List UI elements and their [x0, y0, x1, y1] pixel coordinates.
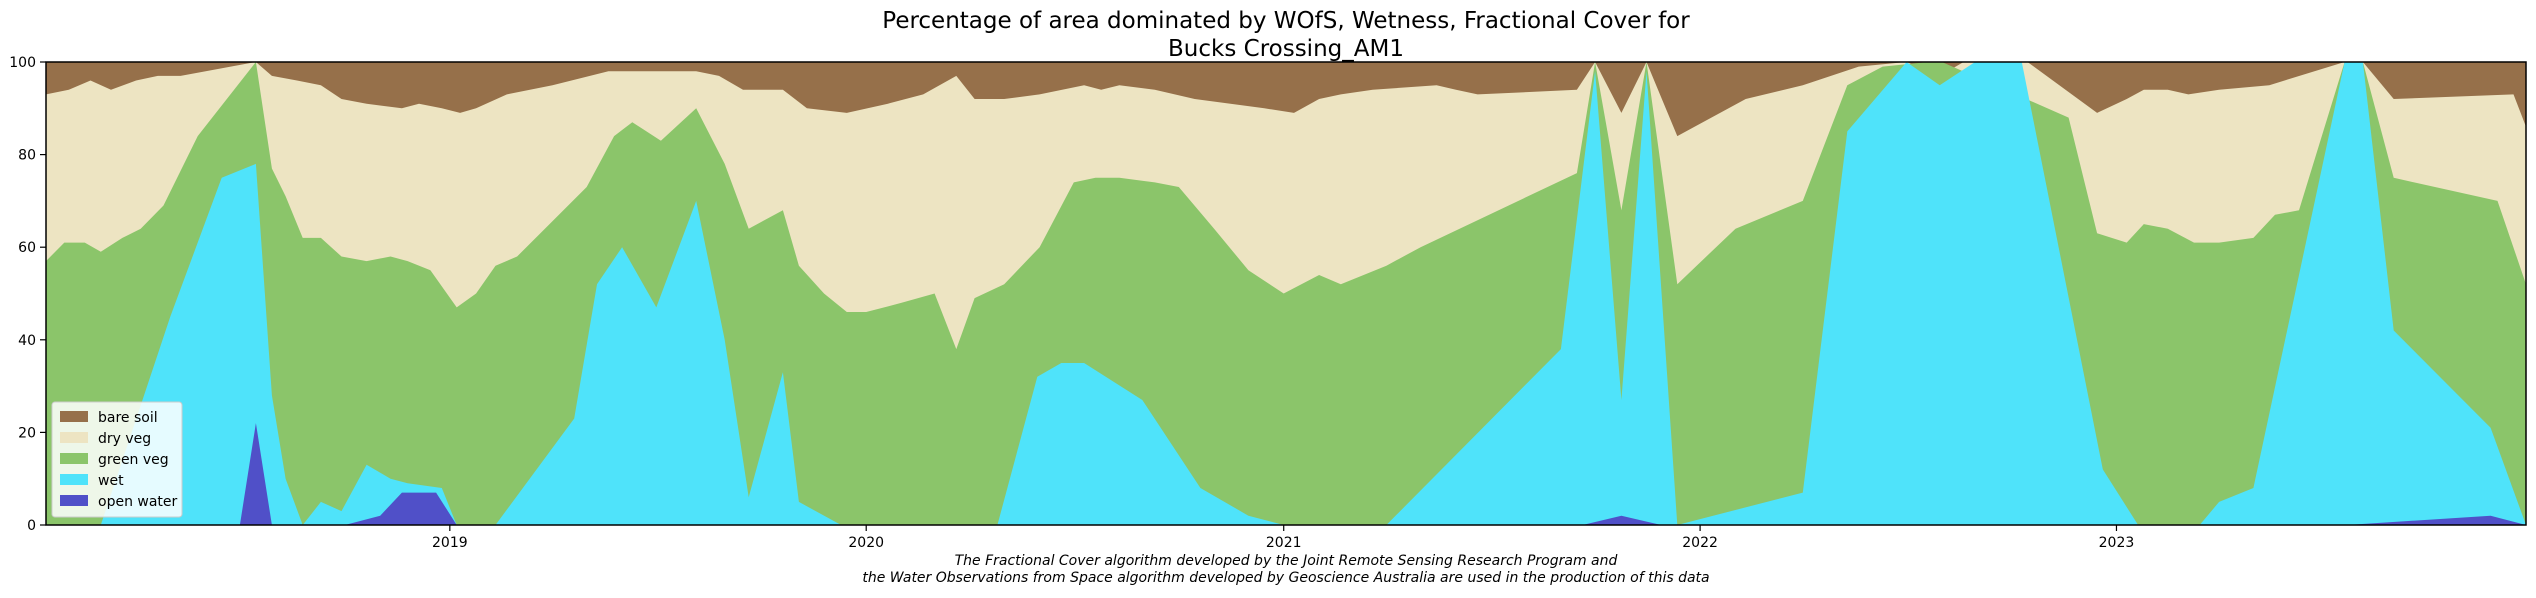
caption-line-2: the Water Observations from Space algori… — [862, 570, 1709, 586]
plot-frame — [45, 61, 2527, 526]
y-tick-label: 20 — [18, 425, 36, 441]
x-tick-label: 2023 — [2099, 535, 2135, 551]
legend-label-open-water: open water — [98, 494, 178, 510]
y-axis: 0 20 40 60 80 100 — [9, 55, 46, 534]
legend-swatch-bare-soil — [60, 411, 88, 422]
x-tick-label: 2022 — [1682, 535, 1718, 551]
legend-swatch-dry-veg — [60, 432, 88, 443]
chart-title-line-1: Percentage of area dominated by WOfS, We… — [882, 8, 1690, 34]
legend-label-bare-soil: bare soil — [98, 410, 158, 426]
area-wet — [46, 62, 2526, 525]
legend-frame — [51, 401, 183, 518]
y-tick-label: 80 — [18, 148, 36, 164]
area-layer — [46, 62, 2526, 525]
y-tick-label: 40 — [18, 333, 36, 349]
legend: bare soil dry veg green veg wet open water — [51, 401, 183, 518]
y-tick-label: 60 — [18, 240, 36, 256]
caption-line-1: The Fractional Cover algorithm developed… — [955, 553, 1618, 569]
legend-label-wet: wet — [98, 473, 124, 489]
legend-label-green-veg: green veg — [98, 452, 169, 468]
legend-swatch-green-veg — [60, 453, 88, 464]
legend-swatch-wet — [60, 474, 88, 485]
y-tick-label: 0 — [27, 518, 36, 534]
y-tick-label: 100 — [9, 55, 36, 71]
legend-label-dry-veg: dry veg — [98, 431, 151, 447]
x-tick-label: 2020 — [848, 535, 884, 551]
x-tick-label: 2021 — [1266, 535, 1302, 551]
x-axis: 2019 2020 2021 2022 2023 — [432, 525, 2134, 551]
legend-swatch-open-water — [60, 495, 88, 506]
x-tick-label: 2019 — [432, 535, 468, 551]
chart-title-line-2: Bucks Crossing_AM1 — [1168, 36, 1404, 62]
